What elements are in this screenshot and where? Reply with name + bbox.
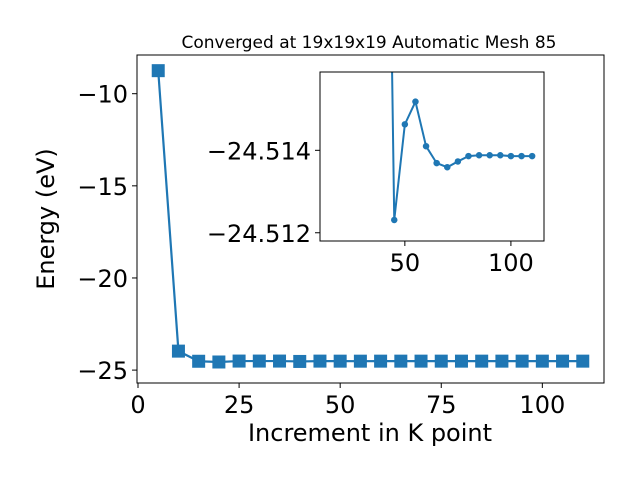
x-tick-label: 50 xyxy=(390,249,421,277)
marker xyxy=(444,163,451,171)
marker xyxy=(390,216,398,224)
axes-frame xyxy=(319,71,545,242)
marker xyxy=(414,354,428,368)
marker xyxy=(353,354,367,368)
marker xyxy=(556,354,570,368)
marker xyxy=(454,354,468,368)
marker xyxy=(465,152,472,160)
plot xyxy=(390,72,536,224)
y-tick-label: −24.514 xyxy=(207,137,311,165)
y-axis-label: Energy (eV) xyxy=(32,148,60,290)
marker xyxy=(433,159,440,167)
marker xyxy=(475,354,489,368)
marker xyxy=(151,64,165,78)
marker xyxy=(273,354,287,368)
marker xyxy=(495,354,509,368)
marker xyxy=(515,354,529,368)
marker xyxy=(313,354,327,368)
marker xyxy=(293,354,307,368)
marker xyxy=(412,98,419,105)
y-tick-label: −10 xyxy=(77,81,128,109)
x-tick-label: 75 xyxy=(426,391,457,419)
y-tick-label: −24.512 xyxy=(207,220,311,248)
marker xyxy=(576,354,590,368)
marker xyxy=(232,354,246,368)
plot xyxy=(151,64,590,369)
marker xyxy=(212,355,226,369)
chart-title: Converged at 19x19x19 Automatic Mesh 85 xyxy=(182,33,557,53)
y-tick-label: −15 xyxy=(77,173,128,201)
marker xyxy=(252,354,266,368)
marker xyxy=(497,152,504,159)
y-tick-label: −25 xyxy=(77,357,128,385)
x-tick-label: 100 xyxy=(488,249,534,277)
marker xyxy=(171,344,185,358)
marker xyxy=(486,152,493,159)
marker xyxy=(192,354,206,368)
marker xyxy=(518,152,525,160)
x-tick-label: 0 xyxy=(130,391,145,419)
marker xyxy=(333,354,347,368)
marker xyxy=(394,354,408,368)
axes-frame xyxy=(136,54,605,384)
y-tick-label: −20 xyxy=(77,265,128,293)
marker xyxy=(422,142,430,150)
x-tick-label: 25 xyxy=(224,391,255,419)
x-tick-label: 50 xyxy=(325,391,356,419)
marker xyxy=(535,354,549,368)
marker xyxy=(434,354,448,368)
marker xyxy=(475,152,483,159)
series-line xyxy=(157,70,583,364)
x-tick-label: 100 xyxy=(519,391,565,419)
marker xyxy=(454,158,462,165)
x-axis-label: Increment in K point xyxy=(248,419,492,447)
marker xyxy=(401,121,409,128)
marker xyxy=(528,152,536,160)
marker xyxy=(507,152,515,160)
marker xyxy=(374,354,388,368)
